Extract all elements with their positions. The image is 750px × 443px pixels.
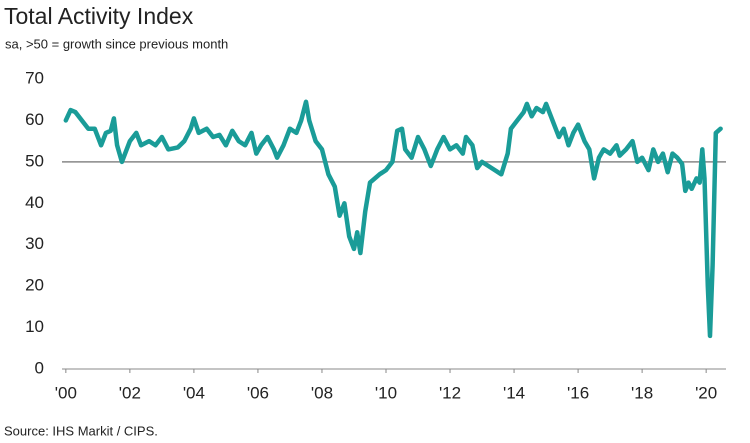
data-line <box>63 99 723 339</box>
x-tick-label: '04 <box>183 383 205 402</box>
y-tick-label: 70 <box>25 68 44 87</box>
x-tick-label: '08 <box>311 383 333 402</box>
x-tick-label: '02 <box>119 383 141 402</box>
y-tick-label: 20 <box>25 276 44 295</box>
x-tick-label: '18 <box>631 383 653 402</box>
y-tick-label: 30 <box>25 234 44 253</box>
source-note: Source: IHS Markit / CIPS. <box>4 423 158 438</box>
y-tick-label: 10 <box>25 317 44 336</box>
y-tick-label: 40 <box>25 193 44 212</box>
x-tick-label: '20 <box>695 383 717 402</box>
x-tick-label: '06 <box>247 383 269 402</box>
x-tick-label: '12 <box>439 383 461 402</box>
x-tick-label: '10 <box>375 383 397 402</box>
chart-title: Total Activity Index <box>4 3 194 29</box>
x-tick-label: '00 <box>55 383 77 402</box>
y-tick-label: 50 <box>25 151 44 170</box>
x-tick-label: '16 <box>567 383 589 402</box>
chart-subtitle: sa, >50 = growth since previous month <box>5 36 228 51</box>
y-tick-label: 0 <box>35 358 44 377</box>
x-tick-label: '14 <box>503 383 525 402</box>
y-tick-label: 60 <box>25 110 44 129</box>
